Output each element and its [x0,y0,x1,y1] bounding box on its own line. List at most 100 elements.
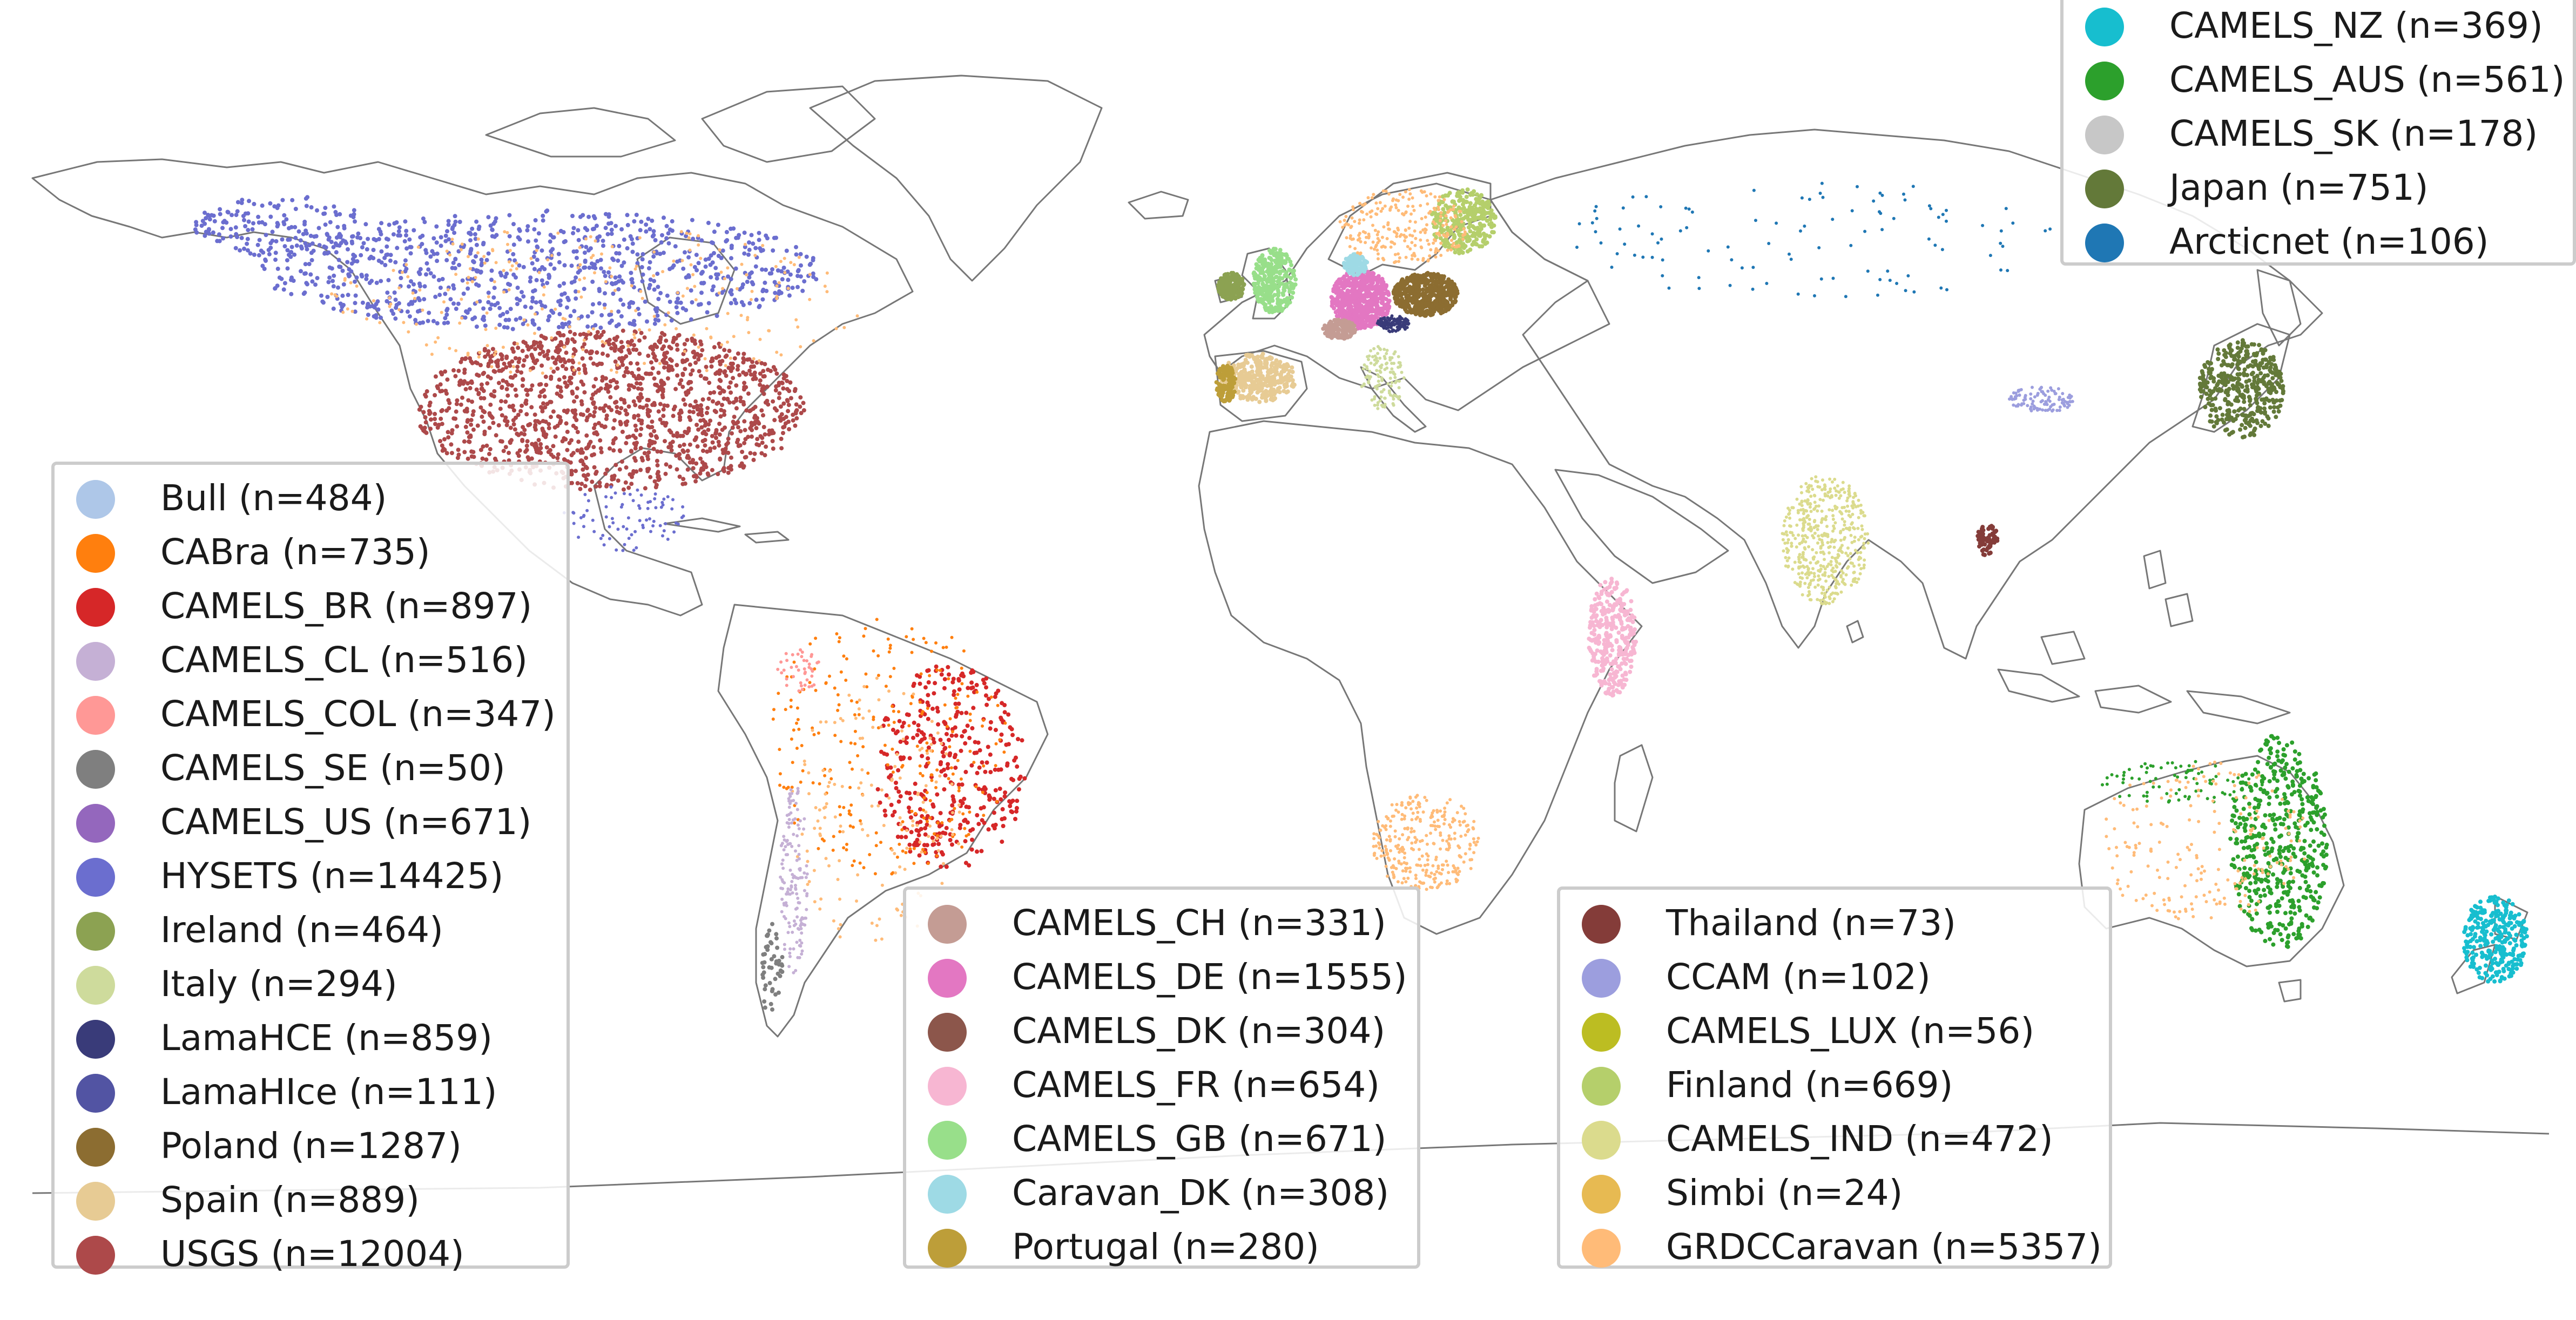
legend-marker-icon [76,642,115,681]
legend-label: LamaHCE (n=859) [160,1017,493,1059]
legend-item: Arcticnet (n=106) [2064,208,2573,262]
legend-label: USGS (n=12004) [160,1233,464,1275]
legend-datasets-left: Bull (n=484) CABra (n=735) CAMELS_BR (n=89… [51,462,570,1275]
legend-item: CCAM (n=102) [1560,944,2109,998]
coastline-italy [1360,366,1427,433]
legend-label: CAMELS_BR (n=897) [160,585,532,627]
legend-item: HYSETS (n=14425) [55,843,567,897]
legend-marker-icon [1582,1013,1621,1052]
legend-marker-icon [76,1020,115,1059]
legend-label: CAMELS_NZ (n=369) [2169,5,2543,46]
legend-marker-icon [928,1175,967,1214]
legend-marker-icon [76,588,115,627]
legend-label: CAMELS_LUX (n=56) [1666,1010,2035,1052]
coastline-japan [2191,323,2291,433]
legend-marker-icon [2085,62,2124,100]
legend-item: CAMELS_SE (n=50) [55,735,567,789]
legend-item: CAMELS_AUS (n=561) [2064,46,2573,100]
legend-label: CAMELS_SE (n=50) [160,747,505,789]
legend-item: Simbi (n=24) [1560,1160,2109,1214]
coastline-asia [1489,128,2323,660]
legend-marker-icon [76,1074,115,1113]
legend-label: CABra (n=735) [160,531,430,573]
legend-label: CAMELS_DK (n=304) [1012,1010,1386,1052]
legend-label: CAMELS_CL (n=516) [160,639,528,681]
legend-marker-icon [1582,1067,1621,1106]
legend-item: Portugal (n=280) [906,1214,1417,1268]
legend-label: Bull (n=484) [160,477,387,519]
legend-label: Simbi (n=24) [1666,1172,1903,1214]
legend-label: CAMELS_IND (n=472) [1666,1118,2053,1160]
legend-marker-icon [2085,8,2124,46]
legend-marker-icon [1582,905,1621,944]
legend-item: Finland (n=669) [1560,1052,2109,1106]
legend-item: CAMELS_LUX (n=56) [1560,998,2109,1052]
legend-label: Ireland (n=464) [160,909,443,951]
legend-item: CAMELS_GB (n=671) [906,1106,1417,1160]
legend-label: Thailand (n=73) [1666,902,1957,944]
legend-item: USGS (n=12004) [55,1221,567,1275]
legend-label: Portugal (n=280) [1012,1226,1319,1268]
legend-item: CAMELS_IND (n=472) [1560,1106,2109,1160]
legend-item: LamaHCE (n=859) [55,1005,567,1059]
legend-marker-icon [928,959,967,998]
legend-item: CAMELS_FR (n=654) [906,1052,1417,1106]
legend-item: CABra (n=735) [55,519,567,573]
legend-datasets-center: CAMELS_CH (n=331) CAMELS_DE (n=1555) CAMEL… [903,886,1420,1269]
legend-label: Spain (n=889) [160,1179,420,1221]
legend-item: CAMELS_SK (n=178) [2064,100,2573,154]
coastline-indonesia [1997,668,2080,703]
legend-marker-icon [928,1121,967,1160]
legend-item: CAMELS_COL (n=347) [55,681,567,735]
legend-label: Japan (n=751) [2169,167,2429,208]
legend-item: Bull (n=484) [55,465,567,519]
legend-label: GRDCCaravan (n=5357) [1666,1226,2102,1268]
legend-item: Italy (n=294) [55,951,567,1005]
legend-marker-icon [2085,224,2124,262]
legend-item: CAMELS_US (n=671) [55,789,567,843]
legend-marker-icon [76,696,115,735]
coastline-iberia [1214,350,1308,422]
legend-item: CAMELS_DK (n=304) [906,998,1417,1052]
coastline-greenland [809,75,1103,282]
coastline-iceland [1128,191,1189,220]
legend-label: CAMELS_US (n=671) [160,801,532,843]
legend-marker-icon [76,1128,115,1167]
legend-marker-icon [76,750,115,789]
legend-marker-icon [928,1067,967,1106]
legend-marker-icon [1582,1175,1621,1214]
legend-marker-icon [76,534,115,573]
legend-item: GRDCCaravan (n=5357) [1560,1214,2109,1268]
legend-datasets-right: Thailand (n=73) CCAM (n=102) CAMELS_LUX (n… [1557,886,2112,1269]
legend-label: CAMELS_FR (n=654) [1012,1064,1380,1106]
legend-label: CAMELS_AUS (n=561) [2169,59,2565,100]
coastline-arctic-islands [485,107,676,158]
legend-label: CAMELS_SK (n=178) [2169,113,2538,154]
legend-label: Italy (n=294) [160,963,397,1005]
legend-datasets-top-right: CAMELS_NZ (n=369) CAMELS_AUS (n=561) CAMEL… [2060,0,2576,266]
legend-label: Caravan_DK (n=308) [1012,1172,1390,1214]
legend-label: CAMELS_CH (n=331) [1012,902,1386,944]
legend-item: Caravan_DK (n=308) [906,1160,1417,1214]
legend-item: Poland (n=1287) [55,1113,567,1167]
legend-marker-icon [76,1236,115,1275]
coastline-sri-lanka [1846,620,1864,644]
legend-item: Thailand (n=73) [1560,890,2109,944]
coastline-hudson-bay [636,236,736,325]
legend-item: CAMELS_CH (n=331) [906,890,1417,944]
coastline-arabia [1554,469,1729,584]
legend-item: CAMELS_NZ (n=369) [2064,0,2573,46]
legend-item: LamaHIce (n=111) [55,1059,567,1113]
legend-marker-icon [928,905,967,944]
coastline-kamchatka [2256,269,2302,347]
legend-label: Poland (n=1287) [160,1125,462,1167]
legend-label: LamaHIce (n=111) [160,1071,497,1113]
legend-marker-icon [928,1229,967,1268]
legend-marker-icon [2085,170,2124,208]
legend-item: Spain (n=889) [55,1167,567,1221]
legend-label: CAMELS_GB (n=671) [1012,1118,1387,1160]
legend-label: CCAM (n=102) [1666,956,1931,998]
legend-label: CAMELS_COL (n=347) [160,693,556,735]
legend-marker-icon [76,966,115,1005]
